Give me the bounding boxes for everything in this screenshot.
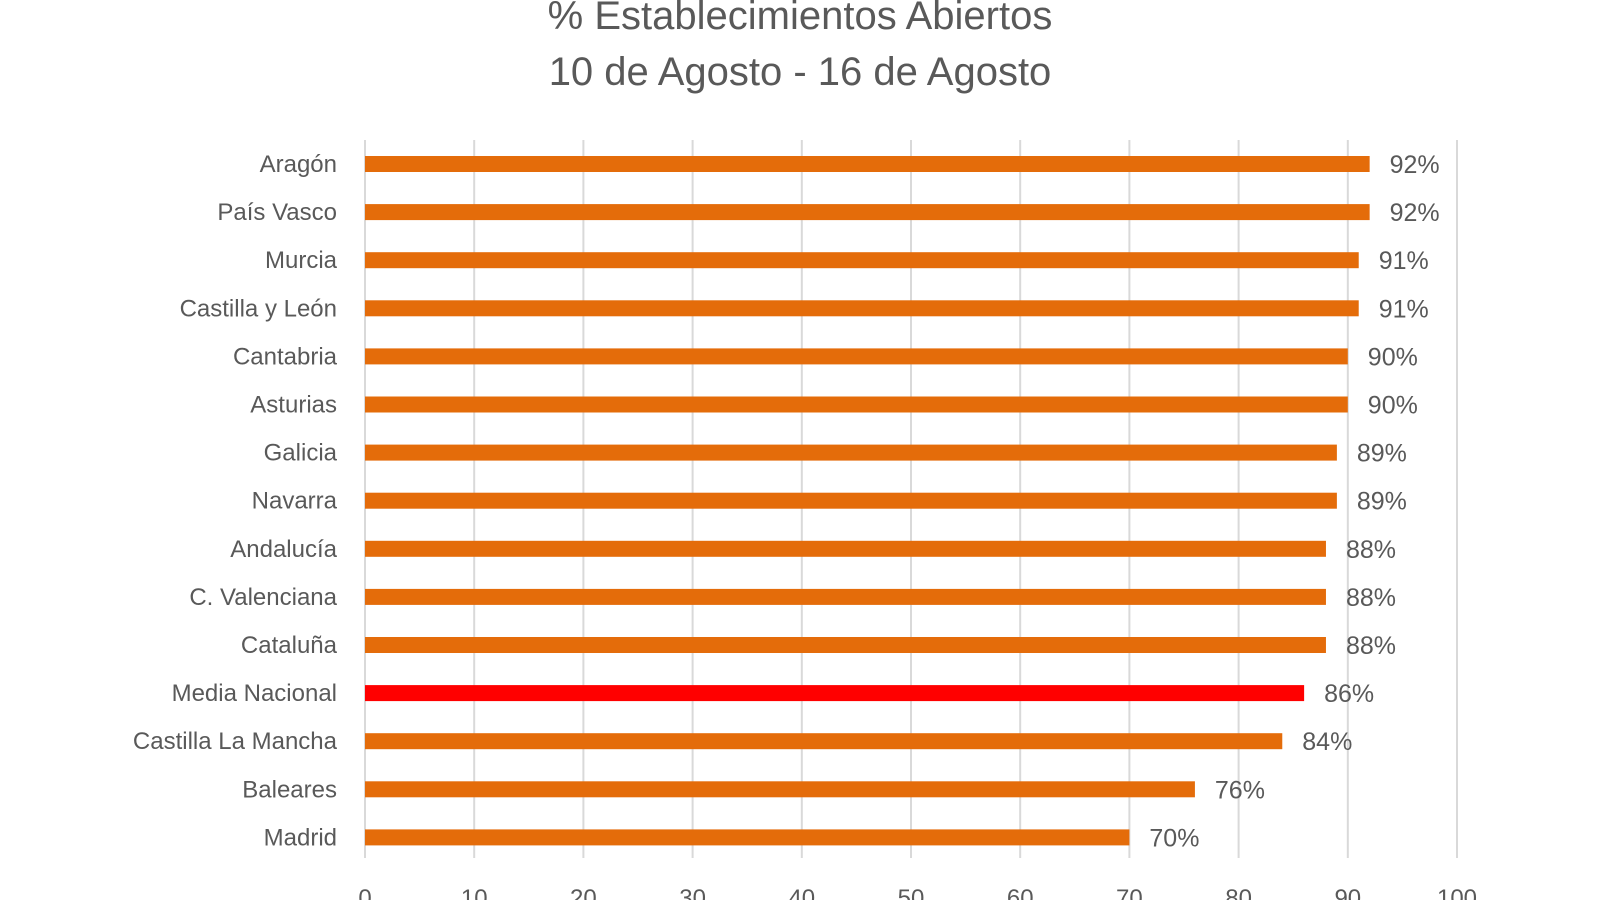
data-label: 84% [1302, 728, 1352, 756]
category-label: Andalucía [230, 536, 337, 563]
category-label: Navarra [252, 488, 338, 515]
x-tick-label: 80 [1225, 885, 1252, 900]
x-tick-label: 30 [679, 885, 706, 900]
x-tick-label: 40 [788, 885, 815, 900]
x-tick-label: 70 [1116, 885, 1143, 900]
data-label: 92% [1390, 199, 1440, 227]
x-tick-label: 10 [461, 885, 488, 900]
x-tick-label: 0 [358, 885, 371, 900]
data-label: 88% [1346, 536, 1396, 564]
category-label: Galicia [264, 440, 338, 467]
bar [365, 685, 1305, 702]
category-label: C. Valenciana [189, 584, 337, 611]
chart-title: % Establecimientos Abiertos [547, 0, 1053, 38]
x-tick-label: 50 [898, 885, 925, 900]
bar [365, 733, 1283, 750]
category-label: Aragón [260, 151, 337, 178]
bar [365, 396, 1348, 413]
bar [365, 204, 1370, 221]
category-label: Asturias [250, 392, 337, 419]
bar [365, 781, 1195, 798]
chart-subtitle: 10 de Agosto - 16 de Agosto [548, 50, 1052, 94]
bar [365, 348, 1348, 365]
data-label: 86% [1324, 680, 1374, 708]
bar [365, 252, 1359, 269]
data-label: 91% [1379, 247, 1429, 275]
bar [365, 156, 1370, 172]
data-label: 76% [1215, 776, 1265, 804]
category-label: Castilla y León [180, 295, 337, 322]
category-label: Castilla La Mancha [133, 728, 338, 755]
data-label: 88% [1346, 632, 1396, 660]
bar [365, 637, 1326, 653]
category-label: Baleares [242, 776, 337, 803]
x-tick-label: 90 [1334, 885, 1361, 900]
category-label: Media Nacional [172, 680, 337, 707]
x-tick-label: 20 [570, 885, 597, 900]
category-label: Murcia [265, 247, 338, 274]
data-label: 88% [1346, 584, 1396, 612]
data-label: 90% [1368, 392, 1418, 420]
bar [365, 540, 1326, 557]
data-label: 89% [1357, 440, 1407, 468]
data-label: 91% [1379, 295, 1429, 323]
category-label: Cantabria [233, 343, 338, 370]
category-label: Cataluña [241, 632, 338, 659]
category-label: Madrid [264, 824, 337, 851]
bar [365, 829, 1130, 846]
category-label: País Vasco [217, 199, 337, 226]
bar [365, 588, 1326, 605]
bar [365, 492, 1337, 509]
x-tick-label: 100 [1437, 885, 1477, 900]
data-label: 70% [1149, 824, 1199, 852]
data-label: 90% [1368, 343, 1418, 371]
data-label: 89% [1357, 488, 1407, 516]
bar [365, 444, 1337, 461]
bar [365, 300, 1359, 317]
data-label: 92% [1390, 151, 1440, 179]
x-tick-label: 60 [1007, 885, 1034, 900]
